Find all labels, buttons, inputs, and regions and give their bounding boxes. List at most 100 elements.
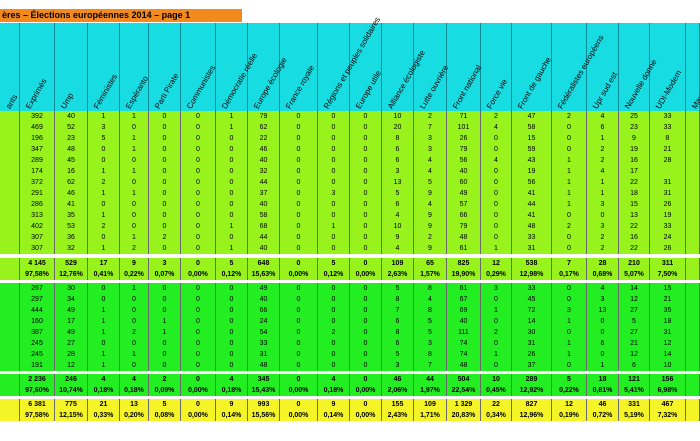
table-cell [0, 399, 20, 410]
table-cell: 6 [382, 144, 414, 155]
table-cell: 8 [382, 133, 414, 144]
table-cell: 0,45% [481, 385, 512, 396]
table-cell: 0 [181, 232, 216, 243]
table-cell: 0,14% [318, 410, 350, 421]
table-cell: 12 [55, 360, 88, 371]
table-cell: 1 [88, 210, 120, 221]
table-cell: 10 [481, 374, 512, 385]
table-cell: 9 [619, 133, 650, 144]
table-cell: 13 [382, 177, 414, 188]
table-row: 289 45 0 0 0 0 0 40 0 0 0 6 4 56 4 43 1 2 16 28 [0, 155, 700, 166]
table-cell: 44 [512, 199, 552, 210]
table-cell: 32 [55, 243, 88, 254]
table-cell: 289 [20, 155, 55, 166]
table-cell: 48 [447, 360, 481, 371]
table-cell [0, 360, 20, 371]
table-cell: 0 [481, 144, 512, 155]
table-cell: 0 [552, 360, 587, 371]
table-cell [686, 349, 700, 360]
table-row: 347 48 0 1 0 0 0 46 0 0 0 6 3 79 0 59 0 2 19 21 [0, 144, 700, 155]
table-cell: 24 [248, 316, 280, 327]
table-cell [0, 385, 20, 396]
table-cell: 0 [149, 283, 181, 294]
table-cell: 286 [20, 199, 55, 210]
table-cell: 79 [447, 144, 481, 155]
table-cell: 0 [181, 305, 216, 316]
table-cell: 71 [447, 111, 481, 122]
table-row: 160 17 1 0 1 0 0 24 0 0 0 6 5 40 0 14 1 0 5 18 [0, 316, 700, 327]
table-cell: 47 [512, 111, 552, 122]
table-cell: 7 [382, 305, 414, 316]
table-cell: 311 [650, 258, 686, 269]
table-cell: 1 [120, 188, 149, 199]
table-cell [686, 232, 700, 243]
table-cell: 15,43% [248, 385, 280, 396]
table-cell [686, 374, 700, 385]
table-cell: 5 [414, 327, 447, 338]
table-cell: 26 [512, 349, 552, 360]
table-cell: 40 [248, 294, 280, 305]
table-cell: 66 [248, 305, 280, 316]
table-cell: 1 [120, 166, 149, 177]
table-cell: 6 [619, 360, 650, 371]
table-cell: 1 [587, 188, 619, 199]
table-cell: 0 [350, 399, 382, 410]
table-cell: 504 [447, 374, 481, 385]
table-cell: 5,41% [619, 385, 650, 396]
header-band [0, 23, 700, 111]
table-row: 174 16 1 1 0 0 0 32 0 0 0 3 4 40 0 19 1 4 17 [0, 166, 700, 177]
table-cell: 15 [619, 199, 650, 210]
table-cell: 40 [248, 199, 280, 210]
table-row: 297 34 0 0 0 0 0 40 0 0 0 8 4 67 0 45 0 3 12 21 [0, 294, 700, 305]
table-cell: 1 [149, 316, 181, 327]
table-cell: 0,18% [88, 385, 120, 396]
table-cell: 3 [587, 221, 619, 232]
table-cell: 0 [318, 166, 350, 177]
table-cell: 52 [55, 122, 88, 133]
table-cell: 4 145 [20, 258, 55, 269]
table-row: 307 36 0 1 2 0 0 44 0 0 0 9 2 48 0 33 0 2 16 24 [0, 232, 700, 243]
table-cell: 2 [414, 232, 447, 243]
table-cell: 36 [55, 232, 88, 243]
table-cell [0, 283, 20, 294]
table-cell: 0 [149, 360, 181, 371]
table-row: 307 32 1 2 0 0 1 40 0 0 0 4 9 61 1 31 0 2 22 26 [0, 243, 700, 254]
table-cell: 1 [88, 360, 120, 371]
table-cell: 0,18% [216, 385, 248, 396]
table-cell [0, 316, 20, 327]
table-cell: 0 [149, 305, 181, 316]
table-cell: 0 [120, 305, 149, 316]
table-cell: 48 [55, 144, 88, 155]
table-row: 245 28 1 1 0 0 0 31 0 0 0 5 8 74 1 26 1 0 12 14 [0, 349, 700, 360]
table-cell [0, 111, 20, 122]
table-cell: 3 [382, 360, 414, 371]
table-cell: 23 [55, 133, 88, 144]
table-cell [686, 305, 700, 316]
table-cell: 0 [280, 133, 318, 144]
header-divider [511, 23, 512, 111]
table-cell: 2 [481, 111, 512, 122]
table-cell: 1 [552, 316, 587, 327]
table-cell: 0 [149, 243, 181, 254]
header-divider [349, 23, 350, 111]
table-cell: 109 [382, 258, 414, 269]
table-cell: 2 [481, 327, 512, 338]
table-cell: 0 [481, 133, 512, 144]
table-cell: 0 [216, 316, 248, 327]
table-cell: 2 [414, 111, 447, 122]
table-cell: 121 [619, 374, 650, 385]
table-cell: 19 [512, 166, 552, 177]
header-divider [119, 23, 120, 111]
table-cell: 111 [447, 327, 481, 338]
table-cell: 0 [280, 155, 318, 166]
table-cell: 0 [280, 316, 318, 327]
table-cell: 5 [216, 258, 248, 269]
table-cell: 19 [650, 210, 686, 221]
table-cell: 74 [447, 338, 481, 349]
table-cell: 48 [248, 360, 280, 371]
table-cell: 9 [414, 243, 447, 254]
table-cell: 0 [181, 122, 216, 133]
header-divider [180, 23, 181, 111]
table-cell: 246 [55, 374, 88, 385]
table-cell: 3 [552, 305, 587, 316]
